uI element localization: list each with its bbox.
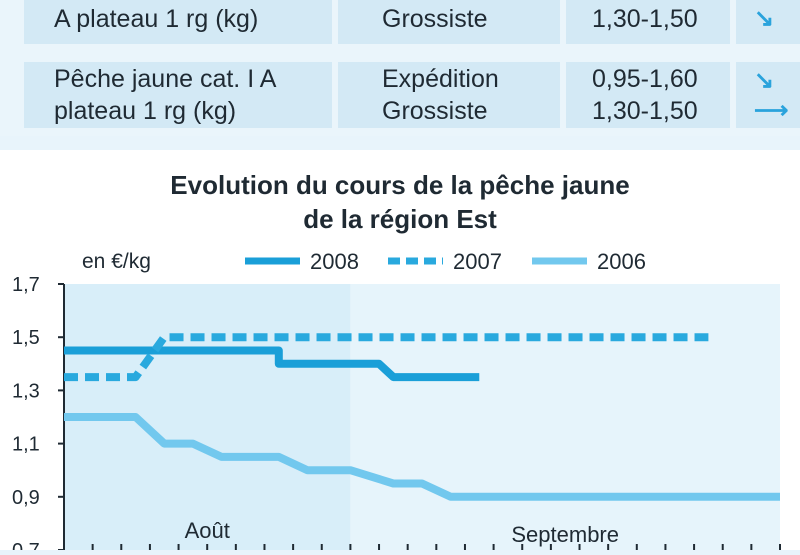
- down-right-arrow-icon: ↘: [754, 5, 775, 32]
- plot-area-september: [350, 284, 780, 550]
- y-tick-label: 1,7: [12, 274, 40, 296]
- chart-title: de la région Est: [303, 204, 497, 234]
- series-line-2006: [64, 413, 780, 501]
- trend-cell: ↘: [736, 0, 800, 44]
- price-table: A plateau 1 rg (kg) Grossiste 1,30-1,50 …: [0, 0, 800, 136]
- line-chart: Evolution du cours de la pêche jaune de …: [12, 170, 781, 555]
- y-tick-label: 1,1: [12, 434, 40, 456]
- product-label: Pêche jaune cat. I A: [54, 65, 277, 93]
- type-label: Grossiste: [382, 97, 488, 125]
- price-cell: 1,30-1,50: [566, 0, 730, 44]
- type-cell: Grossiste: [338, 0, 560, 44]
- product-label: plateau 1 rg (kg): [54, 97, 237, 125]
- y-tick-label: 1,5: [12, 327, 40, 349]
- y-axis-label: en €/kg: [82, 250, 151, 273]
- trend-cell: ↘ ⟶: [736, 62, 800, 128]
- legend-label: 2006: [597, 249, 646, 274]
- type-cell: Expédition Grossiste: [338, 62, 560, 128]
- y-tick-label: 1,3: [12, 380, 40, 402]
- legend-label: 2007: [453, 249, 502, 274]
- table-row: A plateau 1 rg (kg) Grossiste 1,30-1,50 …: [12, 0, 800, 44]
- right-arrow-icon: ⟶: [754, 97, 789, 124]
- type-label: Expédition: [382, 65, 499, 93]
- price-value: 1,30-1,50: [592, 97, 698, 125]
- price-cell: 0,95-1,60 1,30-1,50: [566, 62, 730, 128]
- type-label: Grossiste: [382, 5, 488, 33]
- y-tick-label: 0,9: [12, 487, 40, 509]
- product-cell: A plateau 1 rg (kg): [24, 0, 332, 44]
- month-label: Août: [185, 518, 230, 543]
- chart: Evolution du cours de la pêche jaune de …: [0, 150, 800, 555]
- price-value: 0,95-1,60: [592, 65, 698, 93]
- down-right-arrow-icon: ↘: [754, 67, 775, 94]
- product-cell: Pêche jaune cat. I A plateau 1 rg (kg): [24, 62, 332, 128]
- product-label: A plateau 1 rg (kg): [54, 5, 259, 33]
- y-tick-label: 0,7: [12, 540, 40, 550]
- table-row: Pêche jaune cat. I A plateau 1 rg (kg) E…: [12, 62, 800, 128]
- series-line-2007: [64, 333, 709, 382]
- price-value: 1,30-1,50: [592, 5, 698, 33]
- series-line-2008: [64, 346, 480, 382]
- chart-title: Evolution du cours de la pêche jaune: [170, 170, 629, 200]
- legend-label: 2008: [310, 249, 359, 274]
- month-label: Septembre: [511, 522, 619, 547]
